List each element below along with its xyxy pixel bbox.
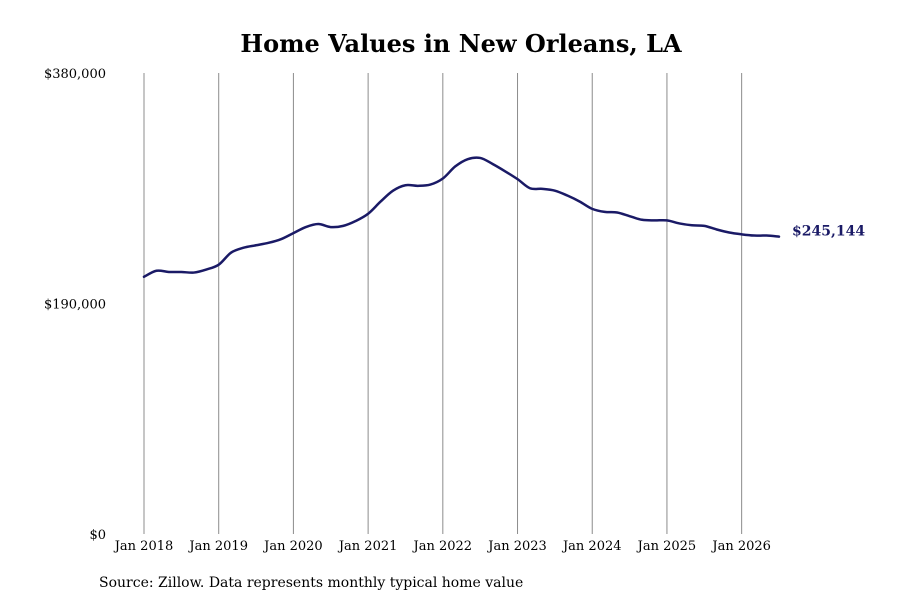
latest-value-label: $245,144 bbox=[792, 224, 865, 240]
vertical-gridlines bbox=[143, 73, 743, 534]
y-tick-label: $190,000 bbox=[44, 298, 106, 313]
x-tick-label: Jan 2025 bbox=[636, 539, 697, 554]
x-tick-label: Jan 2021 bbox=[337, 539, 398, 554]
series-line-home-value bbox=[142, 156, 781, 279]
x-tick-label: Jan 2023 bbox=[486, 539, 547, 554]
x-tick-label: Jan 2020 bbox=[262, 539, 323, 554]
x-axis-ticks: Jan 2018 Jan 2019 Jan 2020 Jan 2021 Jan 2022… bbox=[113, 539, 771, 554]
x-tick-label: Jan 2019 bbox=[187, 539, 248, 554]
x-tick-label: Jan 2024 bbox=[561, 539, 622, 554]
y-axis-ticks: $0 $190,000 $380,000 bbox=[44, 67, 106, 543]
x-tick-label: Jan 2022 bbox=[412, 539, 473, 554]
x-tick-label: Jan 2018 bbox=[113, 539, 174, 554]
y-tick-label: $380,000 bbox=[44, 67, 106, 82]
x-tick-label: Jan 2026 bbox=[710, 539, 771, 554]
chart-title: Home Values in New Orleans, LA bbox=[240, 29, 682, 58]
source-note: Source: Zillow. Data represents monthly … bbox=[99, 575, 523, 591]
y-tick-label: $0 bbox=[89, 528, 106, 543]
